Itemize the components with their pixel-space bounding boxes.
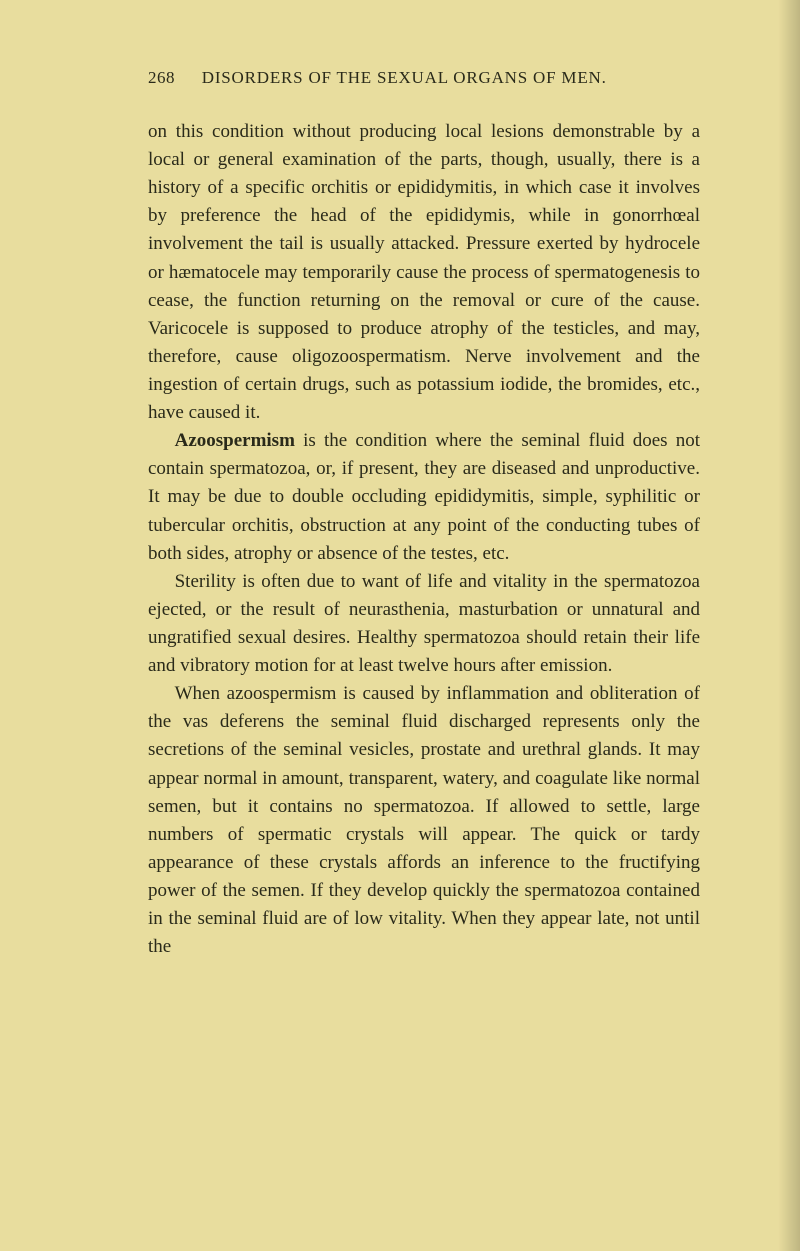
running-head: DISORDERS OF THE SEXUAL ORGANS OF MEN. [202, 68, 607, 88]
book-page: 268 DISORDERS OF THE SEXUAL ORGANS OF ME… [0, 0, 800, 1251]
paragraph-4: When azoospermism is caused by inflammat… [148, 680, 700, 961]
body-text: on this condition without producing loca… [148, 118, 700, 961]
page-number: 268 [148, 68, 175, 88]
paragraph-2: Azoospermism is the condition where the … [148, 427, 700, 568]
paragraph-3: Sterility is often due to want of life a… [148, 568, 700, 680]
paragraph-1: on this condition without producing loca… [148, 118, 700, 427]
term-azoospermism: Azoospermism [175, 430, 295, 451]
page-edge-shadow [778, 0, 800, 1251]
page-header: 268 DISORDERS OF THE SEXUAL ORGANS OF ME… [148, 68, 700, 88]
